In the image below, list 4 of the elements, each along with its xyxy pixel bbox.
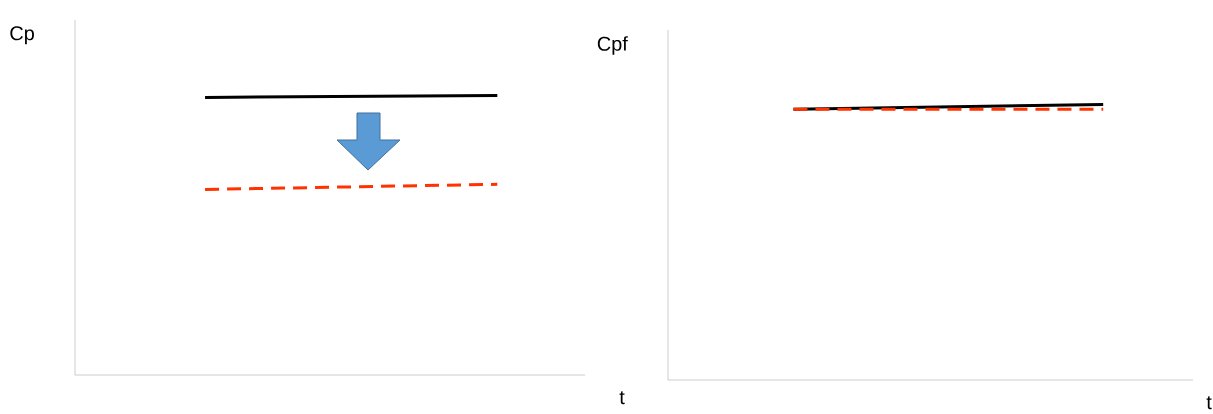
- x-axis-title: t: [1206, 396, 1212, 410]
- y-axis-title: Cpf: [597, 36, 628, 55]
- y-axis-title: Cp: [10, 26, 34, 45]
- x-axis-title: t: [619, 391, 625, 405]
